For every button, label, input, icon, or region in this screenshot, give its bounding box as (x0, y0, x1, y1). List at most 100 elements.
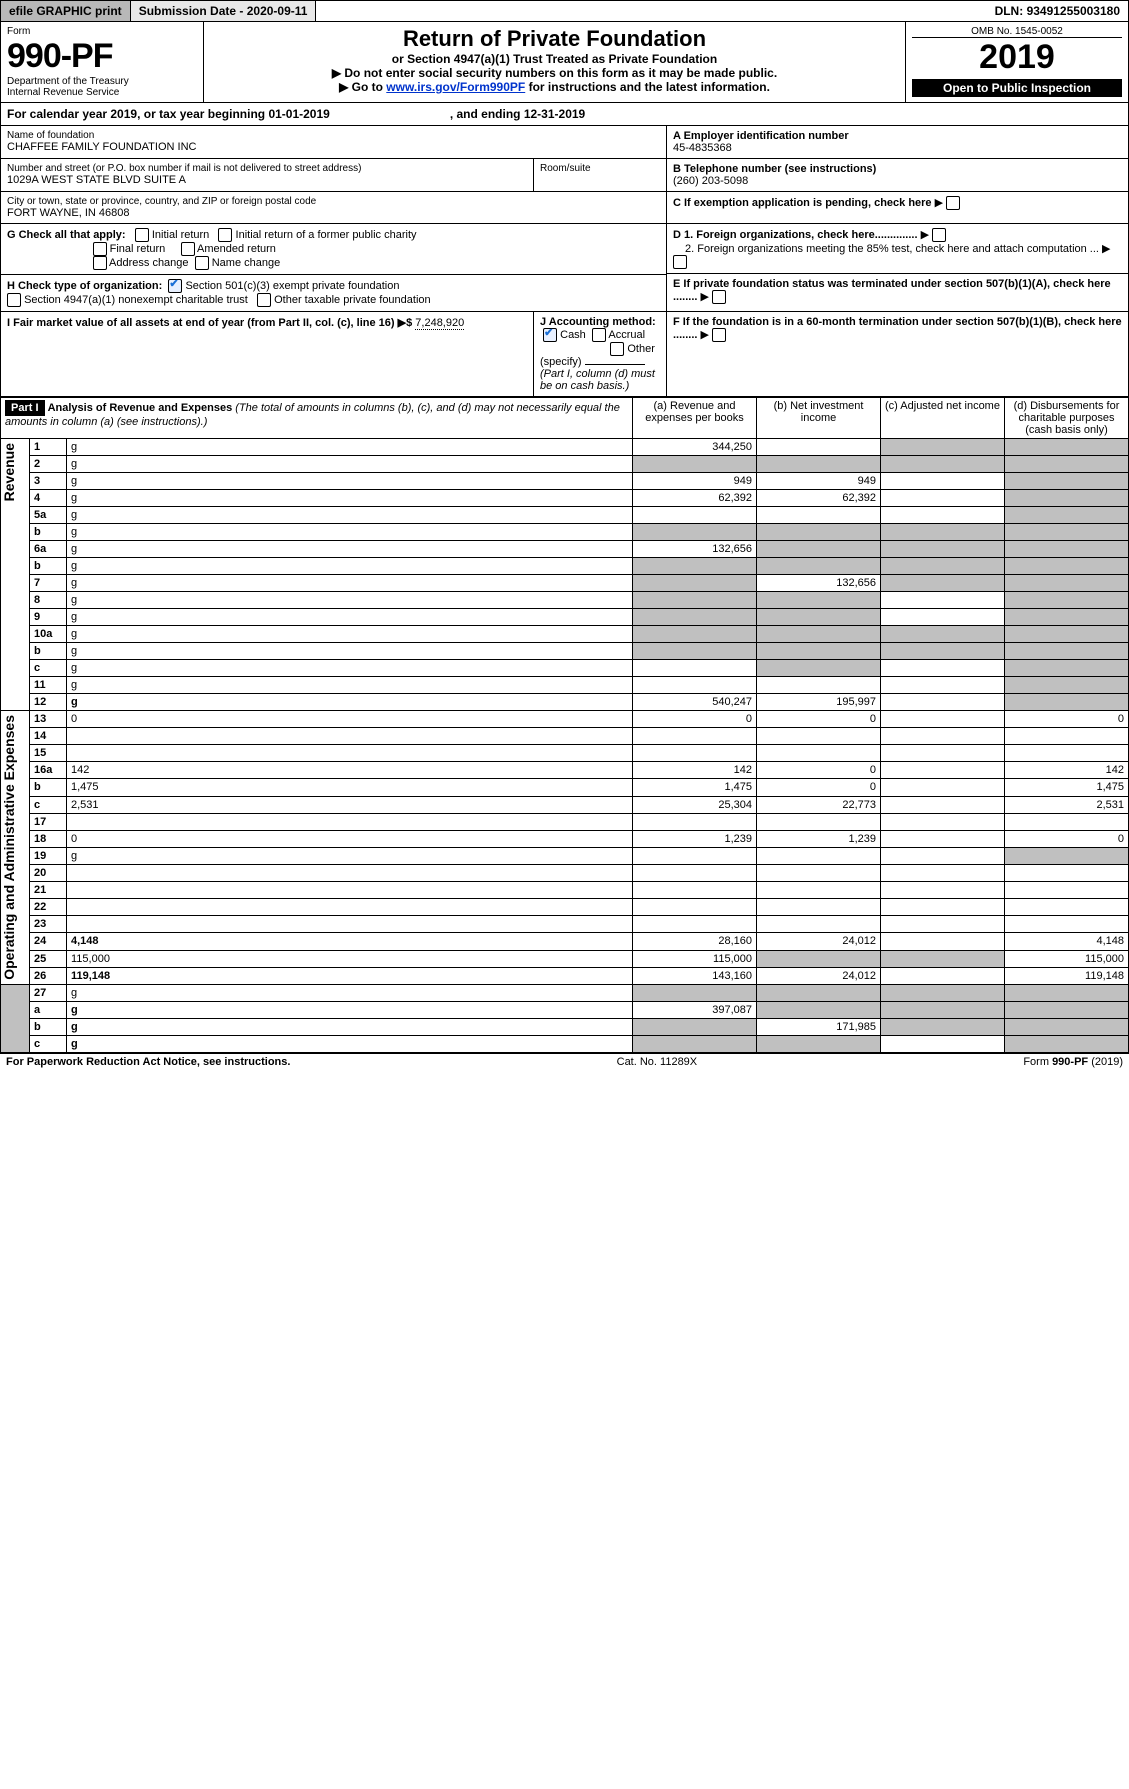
irs-label: Internal Revenue Service (7, 87, 197, 98)
table-row: bg171,985 (1, 1018, 1129, 1035)
form-header: Form 990-PF Department of the Treasury I… (0, 22, 1129, 103)
table-row: b1,4751,47501,475 (1, 779, 1129, 796)
page-footer: For Paperwork Reduction Act Notice, see … (0, 1053, 1129, 1070)
part1-header: Part I (5, 400, 45, 416)
j-other-checkbox[interactable] (610, 342, 624, 356)
calendar-row: For calendar year 2019, or tax year begi… (0, 103, 1129, 126)
d-label: D 1. Foreign organizations, check here..… (673, 229, 918, 241)
table-row: 22 (1, 899, 1129, 916)
table-row: 23 (1, 916, 1129, 933)
g-initialpub-checkbox[interactable] (218, 228, 232, 242)
j-note: (Part I, column (d) must be on cash basi… (540, 368, 655, 392)
table-row: 25115,000115,000115,000 (1, 950, 1129, 967)
j-accrual-checkbox[interactable] (592, 328, 606, 342)
h-other-checkbox[interactable] (257, 293, 271, 307)
g-initial-checkbox[interactable] (135, 228, 149, 242)
d2-checkbox[interactable] (673, 255, 687, 269)
footer-left: For Paperwork Reduction Act Notice, see … (6, 1056, 290, 1068)
footer-mid: Cat. No. 11289X (617, 1056, 698, 1068)
j-label: J Accounting method: (540, 316, 656, 328)
table-row: c2,53125,30422,7732,531 (1, 796, 1129, 813)
top-bar: efile GRAPHIC print Submission Date - 20… (0, 0, 1129, 22)
col-d: (d) Disbursements for charitable purpose… (1005, 398, 1129, 439)
table-row: 6ag132,656 (1, 541, 1129, 558)
col-b: (b) Net investment income (757, 398, 881, 439)
g-final-checkbox[interactable] (93, 242, 107, 256)
col-c: (c) Adjusted net income (881, 398, 1005, 439)
table-row: 1801,2391,2390 (1, 830, 1129, 847)
dln: DLN: 93491255003180 (987, 1, 1128, 21)
e-checkbox[interactable] (712, 290, 726, 304)
table-row: 2g (1, 456, 1129, 473)
form-note2: ▶ Go to www.irs.gov/Form990PF for instru… (210, 80, 899, 94)
g-name-checkbox[interactable] (195, 256, 209, 270)
table-row: bg (1, 558, 1129, 575)
form-link[interactable]: www.irs.gov/Form990PF (386, 80, 525, 94)
phone-label: B Telephone number (see instructions) (673, 163, 876, 175)
form-note1: ▶ Do not enter social security numbers o… (210, 66, 899, 80)
ein: 45-4835368 (673, 142, 732, 154)
form-subtitle: or Section 4947(a)(1) Trust Treated as P… (210, 52, 899, 66)
omb: OMB No. 1545-0052 (912, 26, 1122, 38)
j-cash-checkbox[interactable] (543, 328, 557, 342)
table-row: 26119,148143,16024,012119,148 (1, 967, 1129, 984)
c-label: C If exemption application is pending, c… (673, 197, 932, 209)
submission-date: Submission Date - 2020-09-11 (131, 1, 317, 21)
section-label: Operating and Administrative Expenses (1, 711, 17, 984)
part1-table: Part I Analysis of Revenue and Expenses … (0, 397, 1129, 1053)
meta-table: Name of foundation CHAFFEE FAMILY FOUNDA… (0, 126, 1129, 397)
g-label: G Check all that apply: (7, 229, 126, 241)
name-label: Name of foundation (7, 130, 660, 141)
f-checkbox[interactable] (712, 328, 726, 342)
i-label: I Fair market value of all assets at end… (7, 317, 412, 329)
city-label: City or town, state or province, country… (7, 196, 660, 207)
table-row: 5ag (1, 507, 1129, 524)
form-title: Return of Private Foundation (210, 26, 899, 52)
table-row: 19g (1, 847, 1129, 864)
part1-title: Analysis of Revenue and Expenses (48, 402, 233, 414)
f-label: F If the foundation is in a 60-month ter… (673, 316, 1122, 341)
table-row: 21 (1, 882, 1129, 899)
table-row: 16a1421420142 (1, 762, 1129, 779)
c-checkbox[interactable] (946, 196, 960, 210)
tax-year: 2019 (912, 38, 1122, 77)
addr-label: Number and street (or P.O. box number if… (7, 163, 527, 174)
city: FORT WAYNE, IN 46808 (7, 207, 660, 219)
form-label: Form (7, 26, 197, 37)
g-amended-checkbox[interactable] (181, 242, 195, 256)
address: 1029A WEST STATE BLVD SUITE A (7, 174, 527, 186)
table-row: 7g132,656 (1, 575, 1129, 592)
room-label: Room/suite (540, 163, 660, 174)
h-4947-checkbox[interactable] (7, 293, 21, 307)
table-row: 11g (1, 677, 1129, 694)
table-row: 17 (1, 813, 1129, 830)
g-addr-checkbox[interactable] (93, 256, 107, 270)
table-row: Revenue1g344,250 (1, 439, 1129, 456)
h-501-checkbox[interactable] (168, 279, 182, 293)
table-row: 10ag (1, 626, 1129, 643)
form-number: 990-PF (7, 37, 197, 76)
table-row: 27g (1, 984, 1129, 1001)
table-row: cg (1, 660, 1129, 677)
table-row: 15 (1, 745, 1129, 762)
table-row: bg (1, 524, 1129, 541)
table-row: 8g (1, 592, 1129, 609)
d1-checkbox[interactable] (932, 228, 946, 242)
section-label: Revenue (1, 439, 17, 505)
table-row: 12g540,247195,997 (1, 694, 1129, 711)
table-row: bg (1, 643, 1129, 660)
table-row: cg (1, 1035, 1129, 1052)
ein-label: A Employer identification number (673, 130, 849, 142)
table-row: Operating and Administrative Expenses130… (1, 711, 1129, 728)
d2-label: 2. Foreign organizations meeting the 85%… (685, 243, 1099, 255)
table-row: 14 (1, 728, 1129, 745)
phone: (260) 203-5098 (673, 175, 748, 187)
efile-label: efile GRAPHIC print (1, 1, 131, 21)
i-value: 7,248,920 (415, 317, 464, 330)
table-row: ag397,087 (1, 1001, 1129, 1018)
dept-label: Department of the Treasury (7, 76, 197, 87)
h-label: H Check type of organization: (7, 280, 162, 292)
table-row: 4g62,39262,392 (1, 490, 1129, 507)
table-row: 244,14828,16024,0124,148 (1, 933, 1129, 950)
footer-right: Form 990-PF (2019) (1023, 1056, 1123, 1068)
